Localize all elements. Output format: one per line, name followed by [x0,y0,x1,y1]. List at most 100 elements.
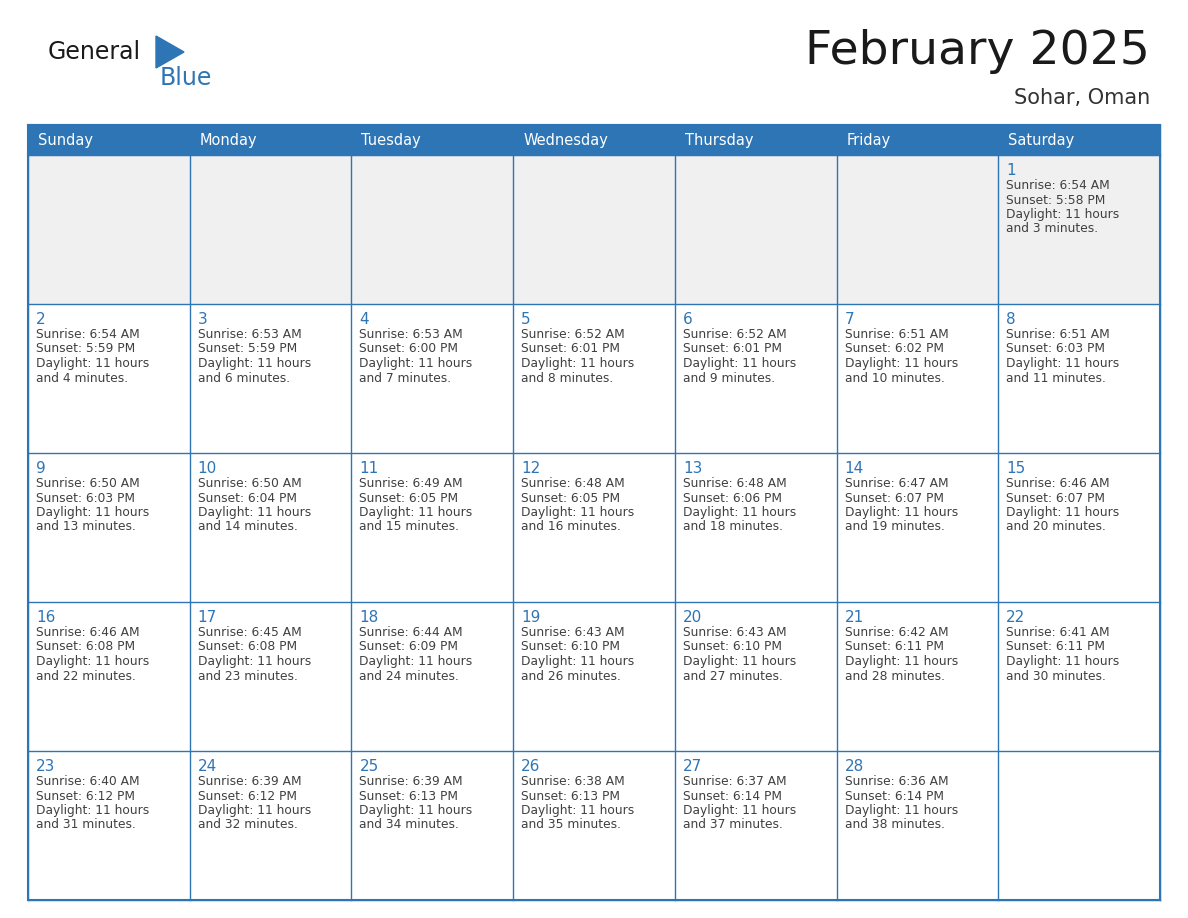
Bar [836,751,998,900]
Text: Daylight: 11 hours: Daylight: 11 hours [1006,357,1119,370]
Text: and 35 minutes.: and 35 minutes. [522,819,621,832]
Bar [29,155,190,304]
Bar [352,751,513,900]
Bar [998,602,1159,751]
Text: Wednesday: Wednesday [523,132,608,148]
Text: Sunrise: 6:44 AM: Sunrise: 6:44 AM [360,626,463,639]
Text: Sunrise: 6:48 AM: Sunrise: 6:48 AM [522,477,625,490]
Text: Sunset: 6:01 PM: Sunset: 6:01 PM [522,342,620,355]
Bar [836,602,998,751]
Text: and 19 minutes.: and 19 minutes. [845,521,944,533]
Text: 2: 2 [36,312,45,327]
Text: Sunset: 6:12 PM: Sunset: 6:12 PM [36,789,135,802]
Bar [352,453,513,602]
Text: Daylight: 11 hours: Daylight: 11 hours [360,357,473,370]
Text: and 26 minutes.: and 26 minutes. [522,669,621,682]
Bar [998,304,1159,453]
Bar [29,602,190,751]
Text: Sunrise: 6:51 AM: Sunrise: 6:51 AM [845,328,948,341]
Text: 12: 12 [522,461,541,476]
Text: 8: 8 [1006,312,1016,327]
Text: and 15 minutes.: and 15 minutes. [360,521,460,533]
Bar [836,155,998,304]
Text: Sunrise: 6:42 AM: Sunrise: 6:42 AM [845,626,948,639]
Text: Sunset: 6:14 PM: Sunset: 6:14 PM [683,789,782,802]
Text: Sunset: 6:03 PM: Sunset: 6:03 PM [36,491,135,505]
Text: and 27 minutes.: and 27 minutes. [683,669,783,682]
Text: 23: 23 [36,759,56,774]
Text: 17: 17 [197,610,217,625]
Text: Sunset: 6:06 PM: Sunset: 6:06 PM [683,491,782,505]
Text: Sunset: 6:08 PM: Sunset: 6:08 PM [36,641,135,654]
Text: 24: 24 [197,759,217,774]
Text: Daylight: 11 hours: Daylight: 11 hours [360,655,473,668]
Text: General: General [48,40,141,64]
Text: Daylight: 11 hours: Daylight: 11 hours [36,804,150,817]
Text: Daylight: 11 hours: Daylight: 11 hours [845,357,958,370]
Text: Daylight: 11 hours: Daylight: 11 hours [1006,655,1119,668]
Text: Daylight: 11 hours: Daylight: 11 hours [360,506,473,519]
Text: February 2025: February 2025 [805,29,1150,74]
Text: Sunset: 6:10 PM: Sunset: 6:10 PM [522,641,620,654]
Bar [675,125,836,155]
Bar [513,453,675,602]
Text: 27: 27 [683,759,702,774]
Bar [190,125,352,155]
Bar [29,125,190,155]
Text: Sunset: 6:00 PM: Sunset: 6:00 PM [360,342,459,355]
Text: and 8 minutes.: and 8 minutes. [522,372,613,385]
Bar [352,602,513,751]
Text: Sunset: 6:10 PM: Sunset: 6:10 PM [683,641,782,654]
Text: Sunrise: 6:37 AM: Sunrise: 6:37 AM [683,775,786,788]
Bar [675,751,836,900]
Text: and 11 minutes.: and 11 minutes. [1006,372,1106,385]
Text: 6: 6 [683,312,693,327]
Text: Daylight: 11 hours: Daylight: 11 hours [683,655,796,668]
Text: 28: 28 [845,759,864,774]
Text: Sunrise: 6:47 AM: Sunrise: 6:47 AM [845,477,948,490]
Text: 10: 10 [197,461,217,476]
Text: Sunset: 5:59 PM: Sunset: 5:59 PM [197,342,297,355]
Text: Daylight: 11 hours: Daylight: 11 hours [197,357,311,370]
Text: and 4 minutes.: and 4 minutes. [36,372,128,385]
Text: and 32 minutes.: and 32 minutes. [197,819,297,832]
Text: Sunset: 5:59 PM: Sunset: 5:59 PM [36,342,135,355]
Bar [998,155,1159,304]
Text: Sunrise: 6:46 AM: Sunrise: 6:46 AM [1006,477,1110,490]
Text: Blue: Blue [160,66,213,90]
Bar [190,751,352,900]
Text: 1: 1 [1006,163,1016,178]
Text: Daylight: 11 hours: Daylight: 11 hours [1006,208,1119,221]
Text: Sunrise: 6:50 AM: Sunrise: 6:50 AM [197,477,302,490]
Text: and 18 minutes.: and 18 minutes. [683,521,783,533]
Text: 7: 7 [845,312,854,327]
Text: Sunset: 6:01 PM: Sunset: 6:01 PM [683,342,782,355]
Bar [29,751,190,900]
Text: and 6 minutes.: and 6 minutes. [197,372,290,385]
Text: Sunset: 6:07 PM: Sunset: 6:07 PM [1006,491,1105,505]
Text: Sunrise: 6:41 AM: Sunrise: 6:41 AM [1006,626,1110,639]
Text: and 34 minutes.: and 34 minutes. [360,819,460,832]
Text: and 38 minutes.: and 38 minutes. [845,819,944,832]
Bar [675,155,836,304]
Text: Daylight: 11 hours: Daylight: 11 hours [845,804,958,817]
Text: Sunset: 6:07 PM: Sunset: 6:07 PM [845,491,943,505]
Bar [513,125,675,155]
Text: and 24 minutes.: and 24 minutes. [360,669,460,682]
Text: and 30 minutes.: and 30 minutes. [1006,669,1106,682]
Text: Sunrise: 6:52 AM: Sunrise: 6:52 AM [683,328,786,341]
Text: Sunset: 6:13 PM: Sunset: 6:13 PM [360,789,459,802]
Text: Sunrise: 6:38 AM: Sunrise: 6:38 AM [522,775,625,788]
Text: Sohar, Oman: Sohar, Oman [1013,88,1150,108]
Text: Sunset: 5:58 PM: Sunset: 5:58 PM [1006,194,1106,207]
Bar [836,304,998,453]
Bar [190,155,352,304]
Text: 25: 25 [360,759,379,774]
Text: Sunrise: 6:50 AM: Sunrise: 6:50 AM [36,477,140,490]
Text: 3: 3 [197,312,208,327]
Text: Daylight: 11 hours: Daylight: 11 hours [197,655,311,668]
Text: 18: 18 [360,610,379,625]
Text: Sunrise: 6:39 AM: Sunrise: 6:39 AM [197,775,302,788]
Text: and 9 minutes.: and 9 minutes. [683,372,775,385]
Text: Sunset: 6:12 PM: Sunset: 6:12 PM [197,789,297,802]
